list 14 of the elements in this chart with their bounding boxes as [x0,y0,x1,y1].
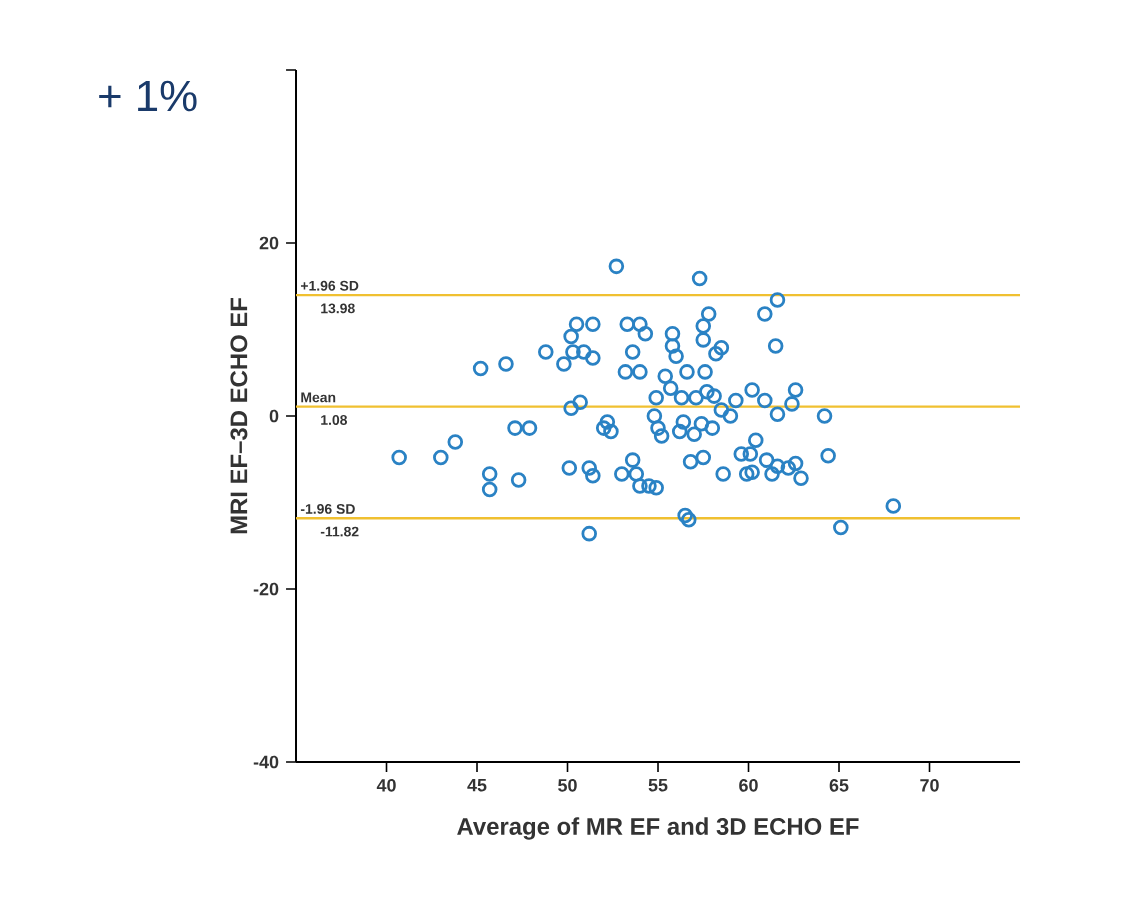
y-tick-label: -20 [253,582,279,596]
y-tick-label: 0 [269,409,279,423]
y-tick-label: -40 [253,755,279,769]
y-axis-title: MRI EF–3D ECHO EF [230,298,248,534]
x-tick-label: 45 [467,779,487,792]
x-tick-label: 50 [558,778,577,792]
x-axis-title: Average of MR EF and 3D ECHO EF [457,817,859,840]
x-tick-label: 70 [920,778,939,792]
y-tick-label: 20 [259,236,279,250]
x-tick-label: 60 [739,778,758,792]
x-tick-label: 40 [376,778,396,792]
text: + 1% [99,80,197,112]
x-tick-label: 65 [829,778,849,792]
x-tick-label: 55 [648,779,668,792]
